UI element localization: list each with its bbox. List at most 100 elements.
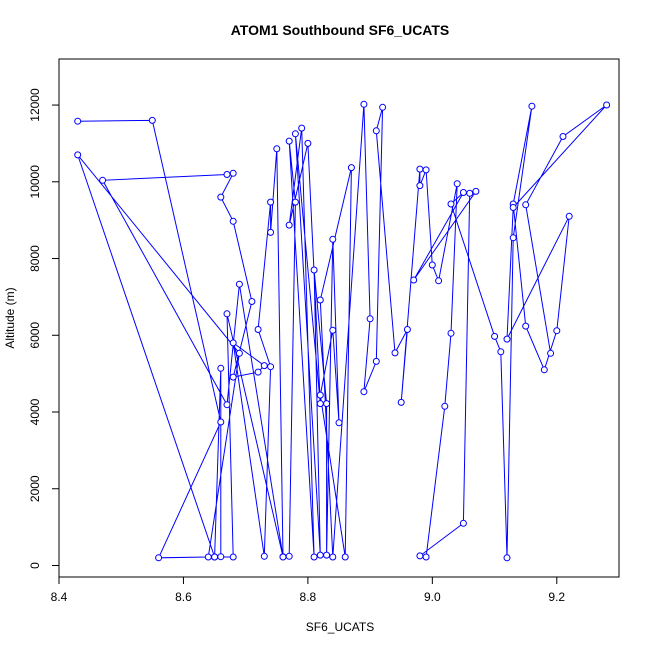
data-point <box>503 335 511 343</box>
data-point <box>447 329 455 337</box>
data-point <box>316 296 324 304</box>
data-point <box>397 398 405 406</box>
data-point <box>441 402 449 410</box>
data-point <box>509 204 517 211</box>
data-point <box>316 400 324 408</box>
data-point <box>260 362 268 370</box>
data-point <box>372 357 380 365</box>
data-point <box>298 124 306 132</box>
data-point <box>540 366 548 374</box>
data-point <box>304 139 312 147</box>
y-tick-label: 10000 <box>28 165 42 199</box>
y-tick-label: 12000 <box>28 88 42 122</box>
data-point <box>410 276 418 284</box>
data-point <box>235 349 243 357</box>
data-point <box>329 235 337 243</box>
data-point <box>360 100 368 108</box>
data-point <box>267 363 275 371</box>
data-point <box>453 180 461 188</box>
series-layer <box>74 100 611 562</box>
data-point <box>204 553 212 561</box>
x-tick-label: 8.4 <box>51 590 68 604</box>
data-point <box>347 164 355 172</box>
data-point <box>503 554 511 562</box>
data-point <box>547 349 555 357</box>
data-point <box>391 349 399 357</box>
data-point <box>223 310 231 318</box>
y-tick-label: 2000 <box>28 475 42 502</box>
x-axis-label: SF6_UCATS <box>306 620 374 634</box>
data-point <box>472 187 480 195</box>
data-point <box>341 553 349 561</box>
x-tick-label: 8.6 <box>175 590 192 604</box>
data-point <box>565 212 573 220</box>
chart-title: ATOM1 Southbound SF6_UCATS <box>231 22 450 38</box>
data-point <box>285 137 293 145</box>
data-point <box>148 116 156 124</box>
x-tick-label: 9.2 <box>548 590 565 604</box>
data-point <box>459 519 467 527</box>
data-point <box>223 401 231 409</box>
data-point <box>316 391 324 399</box>
data-point <box>491 332 499 340</box>
data-point <box>372 127 380 135</box>
y-tick-label: 4000 <box>28 398 42 425</box>
data-point <box>285 221 293 229</box>
x-tick-label: 9.0 <box>424 590 441 604</box>
data-point <box>509 234 517 242</box>
data-point <box>435 277 443 285</box>
data-point <box>74 151 82 159</box>
data-point <box>291 198 299 206</box>
data-point <box>229 217 237 225</box>
data-point <box>217 553 225 561</box>
data-point <box>522 322 530 330</box>
data-point <box>273 145 281 153</box>
data-point <box>291 130 299 138</box>
data-point <box>217 193 225 201</box>
data-point <box>553 327 561 335</box>
data-point <box>416 552 424 560</box>
data-point <box>310 553 318 561</box>
data-point <box>323 400 331 408</box>
data-point <box>416 165 424 173</box>
data-point <box>310 266 318 274</box>
data-point <box>285 552 293 560</box>
y-tick-label: 8000 <box>28 245 42 272</box>
y-axis: 0 2000 4000 6000 8000 10000 12000 <box>28 88 59 569</box>
data-point <box>223 171 231 178</box>
data-point <box>267 228 275 236</box>
data-point <box>229 339 237 347</box>
data-point <box>403 326 411 333</box>
data-point <box>528 102 536 110</box>
data-point <box>235 280 243 288</box>
data-point <box>229 373 237 381</box>
data-point <box>211 553 219 561</box>
data-point <box>559 133 567 140</box>
data-point <box>229 169 237 177</box>
y-tick-label: 6000 <box>28 322 42 349</box>
data-point <box>74 117 82 125</box>
data-point <box>329 553 337 561</box>
data-point <box>155 554 163 562</box>
y-tick-label: 0 <box>28 562 42 569</box>
plot-frame <box>58 58 620 578</box>
data-point <box>329 326 337 334</box>
data-point <box>497 348 505 356</box>
data-point <box>379 103 387 111</box>
data-point <box>522 201 530 209</box>
data-point <box>217 418 225 426</box>
data-point <box>422 553 430 561</box>
data-point <box>217 364 225 372</box>
data-point <box>260 552 268 560</box>
data-point <box>416 182 424 190</box>
data-point <box>254 368 262 376</box>
data-point <box>447 200 455 208</box>
data-point <box>459 189 467 196</box>
data-point <box>316 551 324 559</box>
data-point <box>466 189 474 197</box>
data-point <box>603 101 611 109</box>
data-point <box>267 198 275 206</box>
data-point <box>99 176 107 184</box>
data-point <box>279 553 287 561</box>
data-point <box>335 419 343 427</box>
